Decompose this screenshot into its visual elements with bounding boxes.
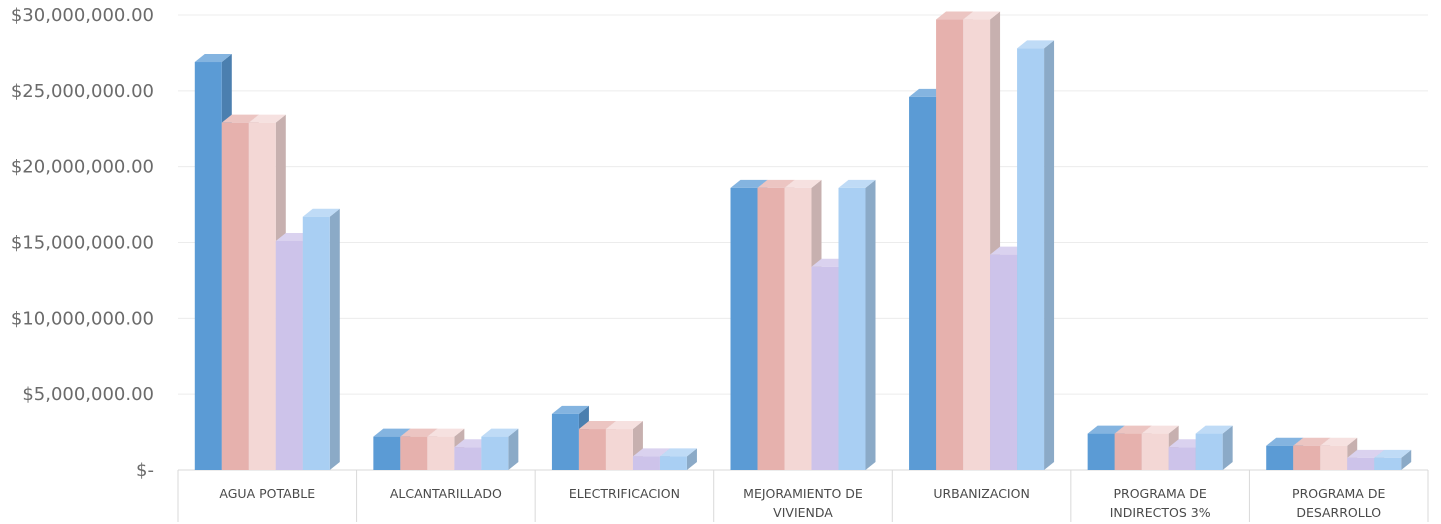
category-label: ALCANTARILLADO: [390, 486, 502, 501]
bar: [1141, 425, 1179, 470]
bar: [1374, 449, 1412, 470]
y-tick-label: $20,000,000.00: [11, 157, 154, 178]
category-label: AGUA POTABLE: [219, 486, 315, 501]
x-axis: AGUA POTABLE ALCANTARILLADO ELECTRIFICACIO…: [177, 470, 1429, 522]
bar: [1195, 425, 1233, 470]
bar: [551, 405, 589, 470]
bar: [659, 448, 697, 470]
bar: [605, 421, 643, 470]
bar: [838, 179, 876, 470]
y-tick-label: $-: [136, 460, 154, 481]
category-label: PROGRAMA DE INDIRECTOS 3%: [1110, 486, 1211, 520]
y-axis: $- $5,000,000.00 $10,000,000.00 $15,000,000…: [11, 5, 154, 481]
y-tick-label: $5,000,000.00: [22, 384, 154, 405]
category-label: MEJORAMIENTO DE VIVIENDA: [743, 486, 863, 520]
category-label: URBANIZACION: [933, 486, 1030, 501]
category-label: PROGRAMA DE DESARROLLO: [1292, 486, 1385, 520]
y-tick-label: $25,000,000.00: [11, 81, 154, 102]
bar: [481, 428, 519, 470]
bar: [302, 208, 340, 470]
bar: [1017, 40, 1055, 470]
y-tick-label: $30,000,000.00: [11, 5, 154, 26]
y-tick-label: $10,000,000.00: [11, 308, 154, 329]
bars: [194, 11, 1412, 471]
y-tick-label: $15,000,000.00: [11, 233, 154, 254]
category-label: ELECTRIFICACION: [569, 486, 680, 501]
